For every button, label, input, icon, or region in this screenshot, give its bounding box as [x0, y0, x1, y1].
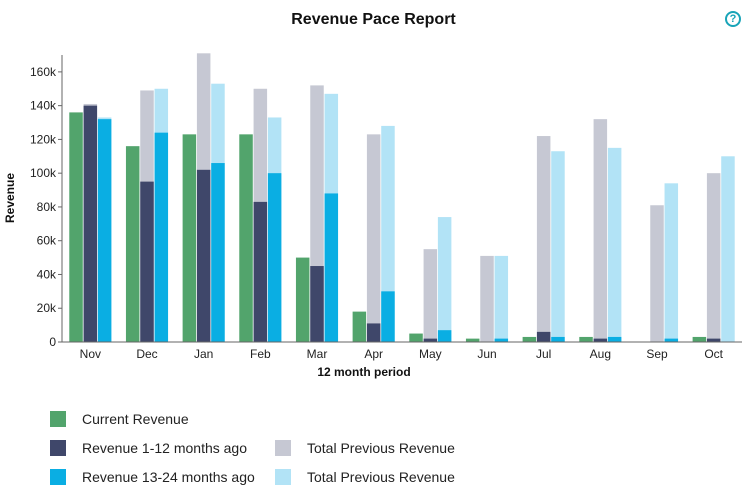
x-tick-label: Sep — [646, 347, 668, 361]
bar — [579, 336, 593, 342]
x-tick-label: Dec — [136, 347, 157, 361]
y-tick-label: 140k — [30, 99, 57, 113]
x-tick-label: Nov — [80, 347, 101, 361]
bar — [607, 336, 622, 342]
x-tick-label: Jan — [194, 347, 213, 361]
bar — [253, 201, 268, 342]
bar — [593, 338, 608, 342]
bar — [494, 255, 509, 342]
legend-item-total-previous-2[interactable]: Total Previous Revenue — [275, 469, 455, 485]
legend-label: Revenue 1-12 months ago — [82, 440, 247, 456]
y-tick-label: 20k — [37, 301, 57, 315]
bar — [310, 266, 324, 342]
legend-swatch — [275, 440, 291, 456]
bar — [154, 132, 169, 342]
bar — [480, 255, 494, 342]
bar — [211, 163, 225, 342]
x-axis-label: 12 month period — [317, 365, 410, 379]
bar — [125, 146, 140, 342]
y-tick-label: 40k — [37, 267, 57, 281]
bar — [352, 311, 367, 342]
bar — [692, 336, 707, 342]
legend-label: Total Previous Revenue — [307, 469, 455, 485]
legend-item-revenue-1-12[interactable]: Revenue 1-12 months ago — [50, 440, 247, 456]
bar — [522, 336, 537, 342]
bar — [196, 169, 211, 342]
bar — [381, 125, 395, 342]
bar — [593, 119, 608, 342]
x-tick-label: Apr — [364, 347, 383, 361]
legend-label: Total Previous Revenue — [307, 440, 455, 456]
bar — [423, 338, 438, 342]
bar — [706, 338, 721, 342]
legend-swatch — [50, 440, 66, 456]
legend-swatch — [275, 469, 291, 485]
bar — [381, 291, 395, 342]
bar — [423, 249, 438, 342]
legend-label: Revenue 13-24 months ago — [82, 469, 255, 485]
bar — [97, 119, 112, 342]
bar — [437, 330, 452, 342]
bars — [69, 53, 735, 343]
y-tick-label: 60k — [37, 234, 57, 248]
legend-item-total-previous-1[interactable]: Total Previous Revenue — [275, 440, 455, 456]
bar — [437, 217, 452, 342]
legend-item-current-revenue[interactable]: Current Revenue — [50, 411, 189, 427]
bar — [664, 183, 679, 342]
bar — [465, 338, 480, 342]
bar — [706, 173, 721, 342]
y-tick-label: 120k — [30, 132, 57, 146]
x-tick-label: Jul — [536, 347, 551, 361]
bar — [182, 134, 197, 342]
y-axis-label: Revenue — [3, 173, 17, 223]
x-tick-label: Feb — [250, 347, 271, 361]
x-tick-label: May — [419, 347, 442, 361]
y-tick-label: 80k — [37, 200, 57, 214]
bar — [83, 105, 98, 342]
revenue-bar-chart: 0 20k 40k 60k 80k 100k 120k 140k 160k Nov Dec Jan F… — [3, 53, 742, 379]
bar — [494, 338, 509, 342]
bar — [239, 134, 253, 342]
bar — [650, 205, 664, 342]
help-icon[interactable]: ? — [725, 11, 741, 27]
y-tick-label: 0 — [49, 335, 56, 349]
bar — [607, 147, 622, 342]
x-tick-label: Oct — [704, 347, 723, 361]
bar — [295, 257, 310, 342]
bar — [366, 134, 381, 342]
legend-label: Current Revenue — [82, 411, 189, 427]
bar — [366, 323, 381, 342]
bar — [536, 136, 551, 342]
bar — [536, 331, 551, 342]
bar — [664, 338, 679, 342]
y-tick-label: 100k — [30, 166, 57, 180]
legend-swatch — [50, 411, 66, 427]
bar — [140, 181, 154, 342]
bar — [267, 173, 282, 342]
bar — [721, 156, 735, 342]
y-axis: 0 20k 40k 60k 80k 100k 120k 140k 160k — [30, 55, 63, 349]
bar — [69, 112, 83, 343]
legend-item-revenue-13-24[interactable]: Revenue 13-24 months ago — [50, 469, 255, 485]
chart-title: Revenue Pace Report — [291, 11, 456, 28]
x-axis: Nov Dec Jan Feb Mar Apr May Jun Jul Aug Sep Oct — [62, 341, 742, 361]
bar — [551, 151, 565, 342]
bar — [324, 193, 339, 342]
x-tick-label: Aug — [590, 347, 611, 361]
legend-swatch — [50, 469, 66, 485]
x-tick-label: Mar — [307, 347, 328, 361]
y-tick-label: 160k — [30, 65, 57, 79]
bar — [409, 333, 423, 342]
x-tick-label: Jun — [477, 347, 496, 361]
bar — [551, 336, 565, 342]
